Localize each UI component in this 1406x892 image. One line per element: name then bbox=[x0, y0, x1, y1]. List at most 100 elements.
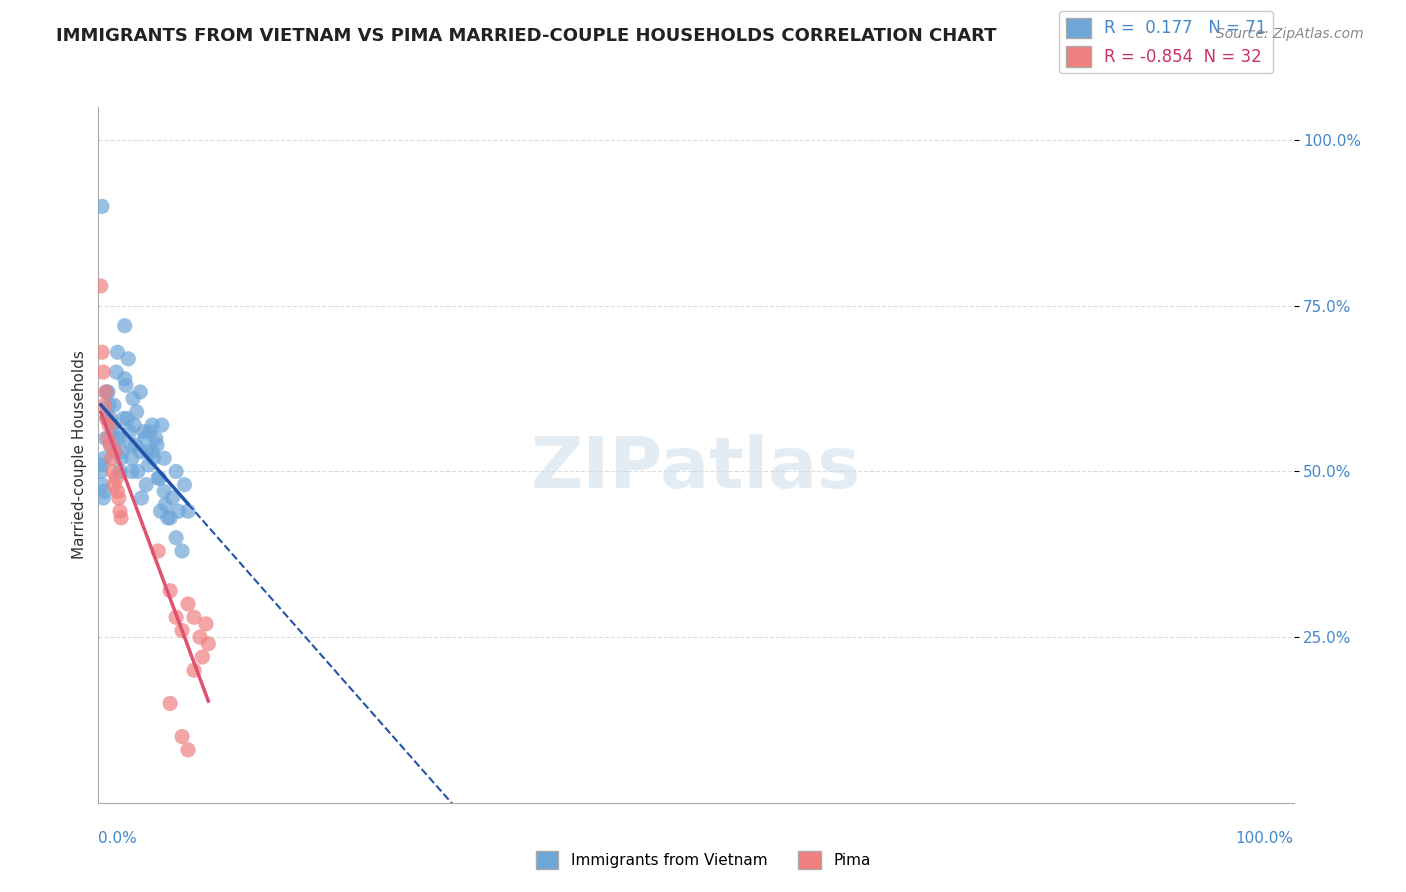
Point bbox=[90, 465, 112, 479]
Point bbox=[125, 405, 148, 419]
Point bbox=[141, 444, 163, 458]
Point bbox=[159, 697, 181, 711]
Point bbox=[159, 511, 181, 525]
Point bbox=[96, 384, 118, 399]
Point bbox=[91, 199, 114, 213]
Point bbox=[162, 491, 184, 505]
Point bbox=[165, 610, 187, 624]
Point bbox=[177, 504, 200, 518]
Point bbox=[150, 418, 173, 433]
Point bbox=[103, 398, 125, 412]
Point bbox=[107, 491, 129, 505]
Point bbox=[134, 431, 156, 445]
Point bbox=[148, 471, 170, 485]
Point bbox=[115, 378, 138, 392]
Point bbox=[111, 444, 134, 458]
Point bbox=[117, 351, 139, 366]
Point bbox=[159, 583, 181, 598]
Point bbox=[107, 484, 129, 499]
Point bbox=[94, 431, 117, 445]
Point bbox=[104, 444, 127, 458]
Point bbox=[129, 444, 152, 458]
Point bbox=[131, 491, 153, 505]
Point bbox=[141, 418, 163, 433]
Point bbox=[96, 411, 118, 425]
Point bbox=[145, 431, 167, 445]
Point bbox=[98, 418, 121, 433]
Point bbox=[129, 384, 152, 399]
Point bbox=[91, 458, 114, 472]
Point bbox=[127, 465, 149, 479]
Point bbox=[90, 279, 112, 293]
Point bbox=[177, 743, 200, 757]
Point bbox=[93, 484, 115, 499]
Point bbox=[114, 318, 136, 333]
Point bbox=[121, 451, 143, 466]
Point bbox=[110, 511, 132, 525]
Point bbox=[94, 384, 117, 399]
Text: 0.0%: 0.0% bbox=[98, 830, 138, 846]
Point bbox=[98, 438, 122, 452]
Point bbox=[156, 511, 179, 525]
Point bbox=[98, 398, 121, 412]
Point bbox=[121, 465, 143, 479]
Point bbox=[155, 498, 177, 512]
Point bbox=[183, 610, 205, 624]
Point bbox=[98, 411, 122, 425]
Point bbox=[122, 392, 145, 406]
Text: ZIPatlas: ZIPatlas bbox=[531, 434, 860, 503]
Point bbox=[124, 438, 146, 452]
Point bbox=[107, 431, 129, 445]
Point bbox=[183, 663, 205, 677]
Point bbox=[135, 477, 157, 491]
Point bbox=[91, 477, 114, 491]
Point bbox=[146, 438, 169, 452]
Point bbox=[153, 484, 176, 499]
Point bbox=[191, 650, 214, 665]
Point bbox=[93, 451, 115, 466]
Point bbox=[101, 465, 124, 479]
Point bbox=[108, 465, 131, 479]
Point bbox=[91, 491, 114, 505]
Point bbox=[153, 451, 176, 466]
Point bbox=[165, 465, 187, 479]
Point bbox=[177, 597, 200, 611]
Point bbox=[172, 544, 194, 558]
Point bbox=[172, 624, 194, 638]
Point bbox=[148, 471, 170, 485]
Point bbox=[105, 365, 128, 379]
Legend: R =  0.177   N = 71, R = -0.854  N = 32: R = 0.177 N = 71, R = -0.854 N = 32 bbox=[1059, 11, 1274, 73]
Text: Source: ZipAtlas.com: Source: ZipAtlas.com bbox=[1216, 27, 1364, 41]
Point bbox=[114, 372, 136, 386]
Point bbox=[93, 398, 115, 412]
Point bbox=[165, 531, 187, 545]
Point bbox=[91, 365, 114, 379]
Point bbox=[98, 438, 122, 452]
Point bbox=[132, 425, 155, 439]
Point bbox=[91, 345, 114, 359]
Legend: Immigrants from Vietnam, Pima: Immigrants from Vietnam, Pima bbox=[530, 845, 876, 875]
Point bbox=[115, 411, 138, 425]
Text: IMMIGRANTS FROM VIETNAM VS PIMA MARRIED-COUPLE HOUSEHOLDS CORRELATION CHART: IMMIGRANTS FROM VIETNAM VS PIMA MARRIED-… bbox=[56, 27, 997, 45]
Point bbox=[120, 438, 142, 452]
Point bbox=[118, 425, 141, 439]
Point bbox=[104, 444, 127, 458]
Point bbox=[194, 616, 217, 631]
Point bbox=[108, 504, 131, 518]
Y-axis label: Married-couple Households: Married-couple Households bbox=[72, 351, 87, 559]
Point bbox=[167, 504, 190, 518]
Point bbox=[139, 425, 162, 439]
Point bbox=[107, 431, 129, 445]
Text: 100.0%: 100.0% bbox=[1236, 830, 1294, 846]
Point bbox=[197, 637, 219, 651]
Point bbox=[103, 477, 125, 491]
Point bbox=[124, 418, 146, 433]
Point bbox=[96, 411, 118, 425]
Point bbox=[107, 345, 129, 359]
Point bbox=[97, 431, 120, 445]
Point bbox=[138, 458, 160, 472]
Point bbox=[100, 418, 122, 433]
Point bbox=[97, 384, 120, 399]
Point bbox=[149, 504, 172, 518]
Point bbox=[172, 730, 194, 744]
